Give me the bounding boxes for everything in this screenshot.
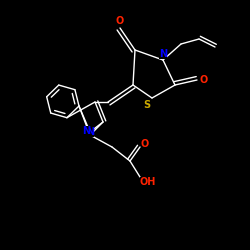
- Text: S: S: [144, 100, 150, 110]
- Text: N: N: [159, 49, 167, 59]
- Text: OH: OH: [140, 177, 156, 187]
- Text: O: O: [141, 139, 149, 149]
- Text: O: O: [116, 16, 124, 26]
- Text: O: O: [200, 75, 208, 85]
- Text: N: N: [82, 126, 90, 136]
- Text: N: N: [86, 127, 94, 137]
